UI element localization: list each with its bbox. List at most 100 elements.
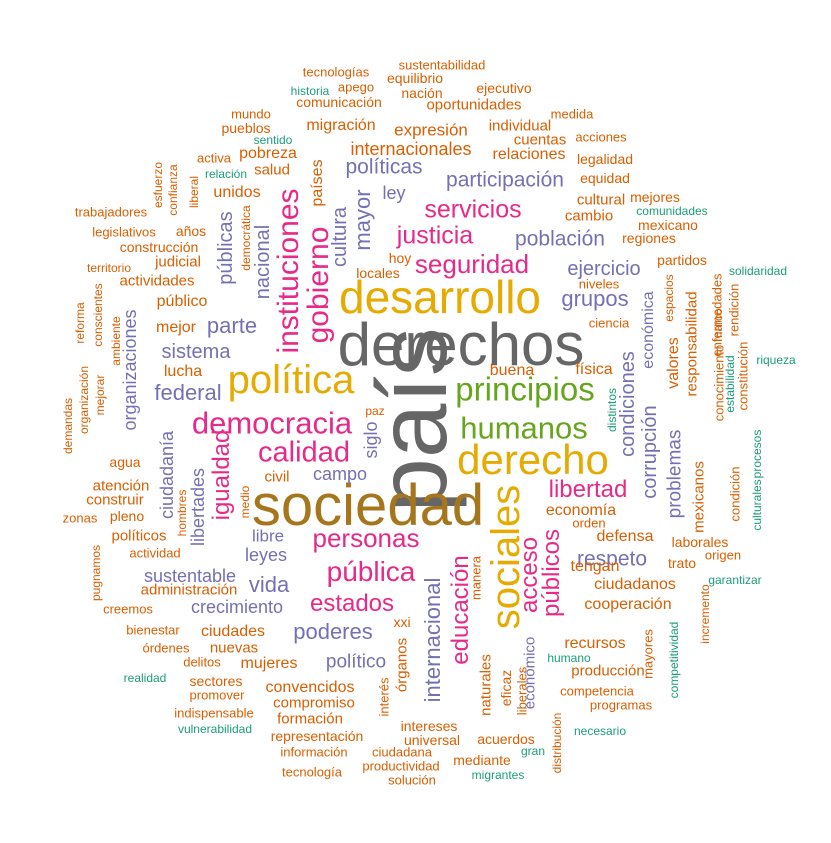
word: esfuerzo (151, 161, 165, 209)
word: marco (711, 308, 725, 342)
word: condiciones (617, 351, 639, 457)
word: sustentable (143, 566, 237, 586)
word: ley (382, 183, 406, 203)
word: política (227, 358, 355, 402)
word: nación (401, 85, 443, 101)
word: tengan (570, 558, 620, 575)
word: incremento (698, 584, 712, 644)
word: sociedad (251, 473, 485, 538)
word: públicos (538, 528, 565, 618)
word: pública (326, 556, 416, 587)
word: creemos (103, 601, 153, 617)
word: países (309, 159, 326, 207)
word: pleno (109, 508, 145, 524)
word: comunicación (296, 94, 382, 110)
word: liberal (187, 175, 201, 209)
word: legislativos (92, 224, 156, 240)
word: nacional (252, 224, 274, 300)
word: ciudadanía (157, 430, 177, 520)
word: leyes (244, 545, 288, 565)
word: partidos (657, 252, 707, 268)
word: distintos (605, 387, 619, 433)
word: reforma (73, 302, 87, 344)
word: servicios (424, 195, 522, 224)
word: confianza (166, 164, 180, 216)
word: respeto (576, 547, 648, 571)
word: mediante (453, 752, 511, 768)
word: democrática (239, 205, 253, 271)
word: locales (356, 265, 400, 281)
word: lucha (163, 363, 203, 380)
word: hoy (388, 250, 412, 266)
word: relación (204, 167, 248, 181)
word: bienestar (126, 622, 180, 638)
word: población (515, 227, 605, 251)
word: promover (189, 687, 245, 703)
word: representación (270, 728, 364, 744)
word: políticas (345, 155, 423, 179)
word: historia (290, 84, 330, 98)
word: economía (545, 502, 617, 519)
word: demandas (61, 397, 75, 455)
word: comunidades (636, 204, 708, 218)
word: personas (312, 523, 420, 553)
word: poderes (293, 619, 373, 644)
word: trabajadores (74, 204, 148, 220)
word: principios (455, 370, 595, 408)
word: eficaz (498, 669, 514, 707)
word: derechos (337, 311, 585, 378)
word: convencidos (265, 679, 355, 696)
word: cultural (576, 191, 626, 209)
word: mejores (630, 189, 680, 205)
word: democracia (191, 405, 353, 441)
word: productividad (362, 758, 440, 774)
word: cooperación (584, 596, 672, 613)
word: culturales (750, 479, 764, 531)
word: grupos (561, 286, 629, 311)
word: estados (309, 590, 395, 617)
word: acceso (516, 536, 543, 614)
word: activa (197, 150, 231, 166)
word: ciudadana (372, 744, 432, 760)
word: intereses (400, 718, 458, 734)
word: responsabilidad (683, 291, 701, 397)
word: procesos (750, 429, 764, 479)
word: manera (468, 555, 484, 601)
word: humanos (460, 410, 588, 446)
word: competencia (560, 683, 634, 699)
word: zonas (62, 510, 98, 526)
word: constitución (735, 341, 751, 411)
word: trato (667, 555, 697, 571)
word: crecimiento (190, 597, 284, 617)
word: político (325, 651, 387, 673)
word: problemas (664, 429, 686, 519)
word: libertad (548, 476, 628, 503)
word: acuerdos (477, 731, 535, 747)
word: años (175, 223, 207, 239)
word: liberales (514, 666, 530, 716)
word: ejecutivo (476, 80, 532, 96)
word: público (156, 293, 208, 310)
word: acciones (575, 129, 627, 145)
word: territorio (86, 261, 132, 275)
word: organizaciones (120, 309, 140, 431)
word: estabilidad (723, 355, 737, 413)
word: relaciones (492, 146, 566, 163)
word: nuevas (209, 639, 259, 657)
word: mexicanos (690, 461, 708, 533)
word: instituciones (272, 188, 305, 354)
word: seguridad (414, 249, 530, 279)
word: humano (547, 651, 591, 665)
word: derecho (457, 436, 609, 483)
word: universal (403, 732, 461, 748)
word: órdenes (142, 640, 190, 656)
word: ejercicio (567, 258, 641, 280)
word: garantizar (708, 573, 762, 587)
word: laborales (671, 534, 729, 550)
word: atención (92, 477, 150, 495)
word: individual (488, 117, 552, 135)
word: oportunidades (426, 96, 522, 114)
word: indispensable (174, 705, 254, 721)
word: necesario (573, 724, 627, 738)
word: defensa (596, 528, 654, 545)
